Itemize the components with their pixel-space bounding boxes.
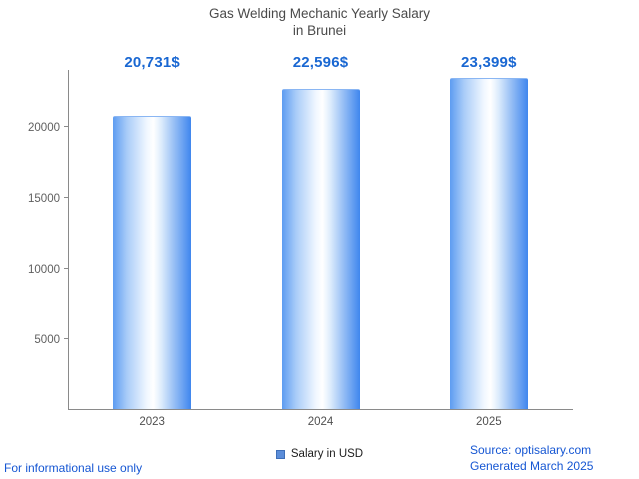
bar-value-label: 22,596$: [292, 54, 349, 71]
bar: [113, 116, 192, 409]
y-tick-label: 20000: [28, 122, 60, 134]
generated-text: Generated March 2025: [470, 459, 594, 473]
y-tick-mark: [64, 338, 68, 340]
source-block: Source: optisalary.com Generated March 2…: [470, 442, 593, 474]
legend-swatch-icon: [275, 449, 285, 459]
x-axis-label: 2025: [476, 416, 502, 428]
y-tick-mark: [64, 126, 68, 127]
y-axis-line: [68, 70, 69, 410]
chart-title: Gas Welding Mechanic Yearly Salary in Br…: [0, 5, 639, 39]
bar-value-label: 20,731$: [124, 54, 180, 71]
disclaimer-text: For informational use only: [4, 461, 143, 475]
bar: [281, 89, 360, 409]
legend-label: Salary in USD: [290, 448, 364, 460]
y-tick-label: 5000: [34, 334, 60, 347]
x-axis-label: 2023: [139, 416, 165, 428]
y-tick-mark: [64, 196, 68, 198]
bar: [449, 78, 528, 409]
y-tick-mark: [64, 267, 68, 269]
plot-area: 5000 10000 15000 20000 20,731$ 2023 22,596$ 202…: [28, 54, 573, 428]
x-axis-line: [68, 409, 573, 410]
chart-title-line2: in Brunei: [292, 23, 347, 38]
bar-value-label: 23,399$: [461, 54, 517, 71]
legend: Salary in USD: [0, 448, 639, 460]
chart-title-line1: Gas Welding Mechanic Yearly Salary: [208, 6, 431, 21]
y-tick-label: 15000: [28, 192, 60, 205]
source-link[interactable]: Source: optisalary.com: [470, 443, 592, 457]
x-axis-label: 2024: [307, 416, 334, 428]
y-tick-label: 10000: [28, 263, 60, 276]
